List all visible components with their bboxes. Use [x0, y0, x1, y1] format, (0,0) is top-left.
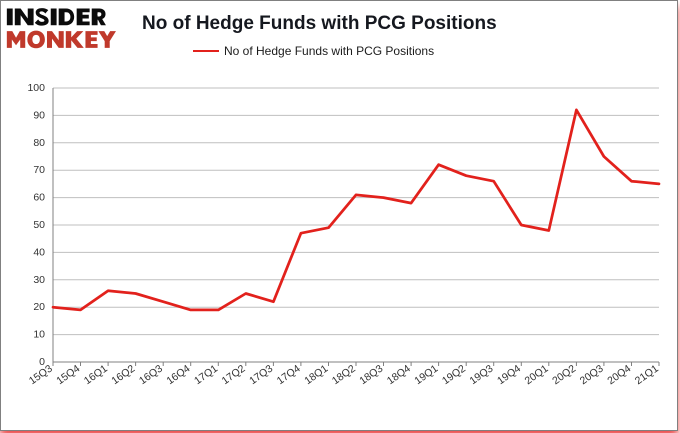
svg-text:15Q4: 15Q4 — [54, 363, 82, 388]
svg-text:30: 30 — [33, 274, 45, 286]
svg-text:18Q4: 18Q4 — [385, 363, 413, 388]
svg-text:80: 80 — [33, 137, 45, 149]
svg-text:17Q1: 17Q1 — [192, 363, 220, 388]
svg-text:17Q4: 17Q4 — [275, 363, 303, 388]
svg-text:16Q1: 16Q1 — [82, 363, 110, 388]
svg-text:10: 10 — [33, 329, 45, 341]
svg-text:20Q3: 20Q3 — [578, 363, 606, 388]
svg-text:16Q2: 16Q2 — [109, 363, 137, 388]
svg-text:17Q3: 17Q3 — [247, 363, 275, 388]
svg-text:19Q4: 19Q4 — [495, 363, 523, 388]
svg-text:16Q4: 16Q4 — [164, 363, 192, 388]
svg-text:50: 50 — [33, 219, 45, 231]
svg-text:60: 60 — [33, 192, 45, 204]
svg-text:18Q3: 18Q3 — [357, 363, 385, 388]
svg-text:90: 90 — [33, 109, 45, 121]
svg-text:20Q1: 20Q1 — [523, 363, 551, 388]
svg-text:20Q4: 20Q4 — [605, 363, 633, 388]
svg-text:18Q1: 18Q1 — [302, 363, 330, 388]
svg-text:19Q1: 19Q1 — [412, 363, 440, 388]
svg-text:20: 20 — [33, 301, 45, 313]
svg-text:19Q2: 19Q2 — [440, 363, 468, 388]
svg-text:16Q3: 16Q3 — [137, 363, 165, 388]
svg-text:21Q1: 21Q1 — [633, 363, 661, 388]
svg-text:100: 100 — [27, 82, 45, 94]
svg-text:70: 70 — [33, 164, 45, 176]
svg-text:40: 40 — [33, 246, 45, 258]
svg-text:19Q3: 19Q3 — [467, 363, 495, 388]
svg-text:20Q2: 20Q2 — [550, 363, 578, 388]
svg-text:18Q2: 18Q2 — [330, 363, 358, 388]
svg-text:17Q2: 17Q2 — [220, 363, 248, 388]
